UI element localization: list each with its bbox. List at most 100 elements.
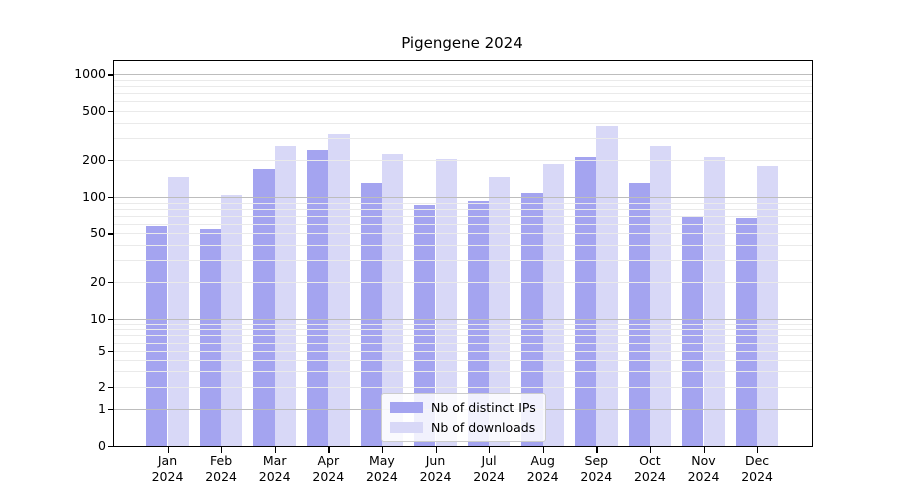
gridline-minor	[114, 138, 812, 140]
gridline-minor	[114, 101, 812, 103]
gridline-minor	[114, 282, 812, 283]
bar-downloads-oct	[649, 145, 672, 446]
x-tick-mark	[757, 447, 759, 453]
x-tick-label-mar: Mar 2024	[258, 453, 291, 484]
x-tick-label-jul: Jul 2024	[473, 453, 505, 484]
x-tick-mark	[221, 447, 223, 453]
y-tick-label-100: 100	[82, 189, 106, 204]
gridline-major	[114, 197, 812, 198]
gridline-minor	[114, 111, 812, 112]
bar-downloads-jun	[435, 159, 457, 446]
bar-distinct-ips-oct	[628, 183, 650, 446]
y-tick-mark	[108, 282, 113, 284]
y-tick-mark	[108, 318, 113, 321]
x-tick-mark	[542, 447, 545, 453]
y-tick-label-2: 2	[98, 379, 106, 394]
gridline-minor	[114, 260, 812, 262]
x-tick-mark	[328, 447, 330, 453]
bar-distinct-ips-mar	[253, 169, 275, 446]
y-tick-mark	[108, 233, 113, 235]
x-tick-label-jan: Jan 2024	[151, 453, 184, 484]
x-tick-label-jun: Jun 2024	[419, 453, 452, 484]
y-tick-label-10: 10	[90, 310, 106, 326]
gridline-minor	[114, 93, 812, 95]
gridline-minor	[114, 371, 812, 373]
gridline-minor	[114, 215, 812, 217]
bar-downloads-dec	[757, 166, 779, 446]
bar-distinct-ips-jul	[467, 200, 490, 446]
gridline-minor	[114, 329, 812, 331]
gridline-minor	[114, 323, 812, 325]
y-tick-mark	[108, 160, 113, 162]
x-tick-mark	[274, 447, 277, 453]
bar-downloads-feb	[221, 195, 243, 446]
gridline-minor	[114, 79, 812, 81]
y-tick-mark	[108, 446, 113, 448]
y-tick-mark	[108, 197, 113, 199]
x-tick-mark	[489, 447, 491, 453]
x-tick-mark	[167, 447, 169, 453]
x-tick-label-sep: Sep 2024	[580, 453, 613, 484]
y-tick-label-20: 20	[90, 274, 106, 289]
y-tick-mark	[108, 74, 113, 76]
bar-distinct-ips-nov	[682, 215, 704, 446]
gridline-minor	[114, 233, 812, 235]
bar-distinct-ips-dec	[735, 218, 758, 446]
x-tick-label-may: May 2024	[365, 453, 398, 484]
legend-label-downloads: Nb of downloads	[431, 420, 536, 435]
x-tick-mark	[381, 447, 384, 453]
x-tick-mark	[703, 447, 705, 453]
y-tick-mark	[108, 351, 113, 353]
bar-distinct-ips-sep	[574, 157, 597, 446]
gridline-minor	[114, 387, 812, 388]
legend-swatch-distinct-ips	[390, 402, 423, 413]
chart-legend: Nb of distinct IPs Nb of downloads	[381, 393, 546, 442]
y-tick-label-1000: 1000	[74, 66, 106, 82]
bar-downloads-jul	[489, 176, 511, 446]
bar-distinct-ips-jun	[414, 204, 436, 446]
gridline-minor	[114, 335, 812, 337]
gridline-minor	[114, 245, 812, 247]
gridline-major	[114, 318, 812, 320]
legend-label-distinct-ips: Nb of distinct IPs	[431, 400, 536, 415]
x-tick-label-feb: Feb 2024	[205, 453, 237, 484]
y-tick-label-5: 5	[98, 343, 106, 358]
bar-distinct-ips-aug	[521, 193, 543, 446]
gridline-minor	[114, 208, 812, 210]
y-tick-label-1: 1	[98, 400, 106, 416]
bar-downloads-may	[381, 153, 404, 446]
bar-downloads-aug	[542, 164, 565, 446]
gridline-major	[114, 74, 812, 76]
gridline-minor	[114, 86, 812, 88]
bar-distinct-ips-feb	[199, 229, 222, 446]
plot-area: Nb of distinct IPs Nb of downloads Jan 20…	[74, 60, 813, 484]
gridline-minor	[114, 342, 812, 344]
y-tick-mark	[108, 387, 113, 389]
chart-title: Pigengene 2024	[401, 34, 523, 52]
gridline-minor	[114, 351, 812, 352]
gridline-minor	[114, 122, 812, 124]
bar-downloads-jan	[167, 177, 189, 446]
legend-swatch-downloads	[390, 422, 423, 433]
y-tick-mark	[108, 408, 113, 411]
y-tick-label-500: 500	[82, 103, 106, 118]
bar-downloads-sep	[596, 126, 618, 446]
gridline-minor	[114, 160, 812, 161]
y-tick-label-50: 50	[90, 225, 106, 241]
gridline-minor	[114, 223, 812, 225]
x-tick-label-aug: Aug 2024	[526, 453, 559, 484]
legend-item-distinct-ips: Nb of distinct IPs	[390, 400, 536, 415]
gridline-minor	[114, 202, 812, 204]
legend-item-downloads: Nb of downloads	[390, 420, 536, 435]
y-tick-mark	[108, 111, 113, 113]
x-tick-label-dec: Dec 2024	[741, 453, 773, 484]
y-tick-label-200: 200	[82, 152, 106, 167]
x-tick-mark	[649, 447, 652, 453]
y-tick-label-0: 0	[98, 438, 106, 453]
x-tick-label-apr: Apr 2024	[312, 453, 345, 484]
x-tick-label-nov: Nov 2024	[687, 453, 720, 484]
bar-downloads-mar	[274, 145, 297, 446]
bar-downloads-apr	[328, 133, 350, 446]
x-tick-label-oct: Oct 2024	[633, 453, 666, 484]
